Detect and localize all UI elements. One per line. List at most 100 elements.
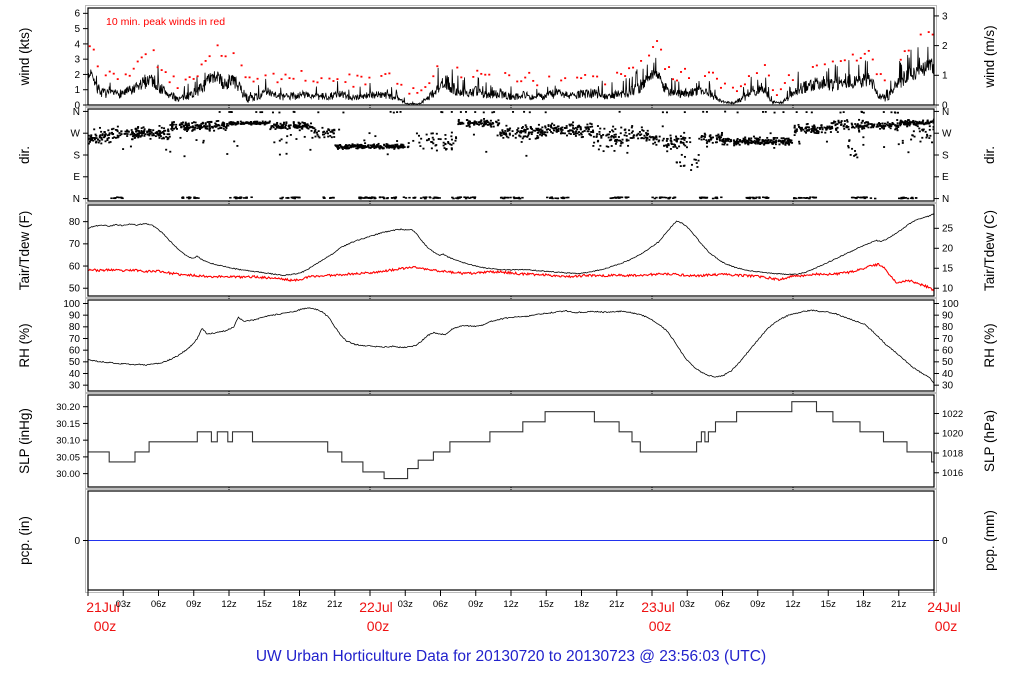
RH_pct-trace: [88, 307, 934, 384]
peak-wind-dot: [871, 58, 874, 61]
svg-text:50: 50: [942, 357, 954, 368]
peak-wind-dot: [711, 71, 714, 74]
svg-text:0: 0: [74, 100, 80, 111]
svg-text:100: 100: [942, 299, 959, 310]
peak-wind-dot: [388, 72, 391, 75]
peak-wind-dot: [787, 74, 790, 77]
wind-kts-axis-label: wind (kts): [17, 28, 32, 87]
peak-wind-dot: [931, 33, 934, 36]
peak-wind-dot: [755, 72, 758, 74]
svg-text:2: 2: [74, 70, 80, 81]
svg-text:21z: 21z: [891, 599, 907, 610]
pcp-mm-axis-label: pcp. (mm): [982, 510, 997, 571]
peak-wind-dot: [92, 48, 95, 51]
dir-left-axis-label: dir.: [17, 146, 32, 164]
peak-wind-dot: [200, 63, 203, 66]
peak-wind-dot: [292, 77, 295, 80]
peak-wind-dot: [480, 72, 483, 75]
peak-wind-dot: [172, 75, 175, 78]
svg-text:4: 4: [74, 39, 80, 50]
slp-hpa-axis-label: SLP (hPa): [982, 410, 997, 472]
svg-text:1020: 1020: [942, 429, 963, 440]
svg-text:3: 3: [74, 55, 80, 66]
peak-wind-dot: [240, 64, 243, 67]
peak-wind-dot: [851, 53, 854, 56]
peak-wind-dot: [380, 75, 383, 77]
peak-wind-dot: [676, 79, 679, 82]
peak-wind-dot: [484, 73, 487, 76]
svg-text:1018: 1018: [942, 448, 963, 459]
svg-text:12z: 12z: [503, 599, 519, 610]
svg-text:5: 5: [74, 24, 80, 35]
peak-wind-dot: [783, 82, 786, 84]
svg-text:18z: 18z: [292, 599, 308, 610]
dir-right-axis-label: dir.: [982, 146, 997, 164]
svg-text:23Jul: 23Jul: [641, 599, 674, 615]
peak-wind-dot: [628, 67, 631, 70]
peak-wind-dot: [176, 87, 179, 90]
rh-right-axis-label: RH (%): [982, 323, 997, 367]
peak-wind-dot: [368, 76, 371, 79]
svg-text:E: E: [73, 172, 80, 183]
peak-wind-dot: [436, 65, 439, 68]
svg-text:03z: 03z: [398, 599, 414, 610]
peak-wind-dot: [648, 54, 651, 57]
temp-panel: 80 70 60 50 25 20 15 10: [69, 202, 954, 299]
peak-wind-dot: [735, 90, 738, 93]
peak-wind-dot: [680, 71, 683, 73]
peak-wind-dot: [456, 66, 459, 69]
peak-wind-dot: [576, 76, 579, 79]
svg-text:80: 80: [69, 322, 81, 333]
peak-wind-dot: [524, 76, 527, 79]
peak-wind-dot: [532, 79, 535, 82]
peak-wind-dot: [592, 75, 595, 78]
peak-wind-dot: [124, 73, 127, 76]
peak-wind-dot: [640, 59, 643, 62]
svg-text:W: W: [942, 129, 952, 140]
peak-wind-dot: [660, 48, 663, 51]
peak-wind-dot: [284, 73, 287, 76]
svg-text:1016: 1016: [942, 468, 963, 479]
peak-wind-dot: [775, 94, 778, 96]
peak-wind-dot: [831, 60, 834, 63]
slp-traces: [88, 401, 934, 480]
peak-wind-dot: [719, 86, 722, 89]
svg-text:15z: 15z: [821, 599, 837, 610]
peak-wind-dot: [823, 63, 826, 66]
svg-text:60: 60: [69, 346, 81, 357]
peak-wind-dot: [763, 64, 766, 66]
peak-wind-dot: [743, 83, 746, 86]
peak-wind-dot: [144, 53, 147, 56]
peak-wind-dot: [252, 80, 255, 83]
svg-text:90: 90: [942, 311, 954, 322]
svg-text:06z: 06z: [151, 599, 167, 610]
peak-wind-dot: [364, 83, 367, 86]
svg-text:22Jul: 22Jul: [359, 599, 392, 615]
rh-left-axis-label: RH (%): [17, 323, 32, 367]
pcp-in-axis-label: pcp. (in): [17, 516, 32, 565]
peak-wind-dot: [668, 66, 671, 68]
svg-text:N: N: [73, 107, 80, 118]
svg-text:00z: 00z: [94, 618, 117, 634]
peak-wind-dot: [863, 52, 866, 55]
dir-traces: [88, 110, 934, 200]
peak-wind-dot: [400, 83, 403, 86]
peak-wind-dot: [907, 49, 910, 52]
peak-wind-dot: [408, 92, 411, 95]
peak-wind-dot: [560, 79, 563, 82]
peak-wind-dot: [344, 81, 347, 83]
peak-wind-dot: [460, 76, 463, 79]
peak-wind-dot: [216, 44, 219, 47]
svg-text:70: 70: [942, 334, 954, 345]
peak-wind-dot: [116, 78, 119, 80]
peak-wind-dot: [528, 71, 531, 74]
wind-traces: [88, 31, 934, 105]
peak-wind-dot: [731, 86, 734, 89]
svg-text:70: 70: [69, 334, 81, 345]
peak-wind-dot: [632, 66, 635, 69]
peak-wind-dot: [208, 55, 211, 58]
svg-text:06z: 06z: [433, 599, 449, 610]
svg-text:3: 3: [942, 11, 948, 22]
